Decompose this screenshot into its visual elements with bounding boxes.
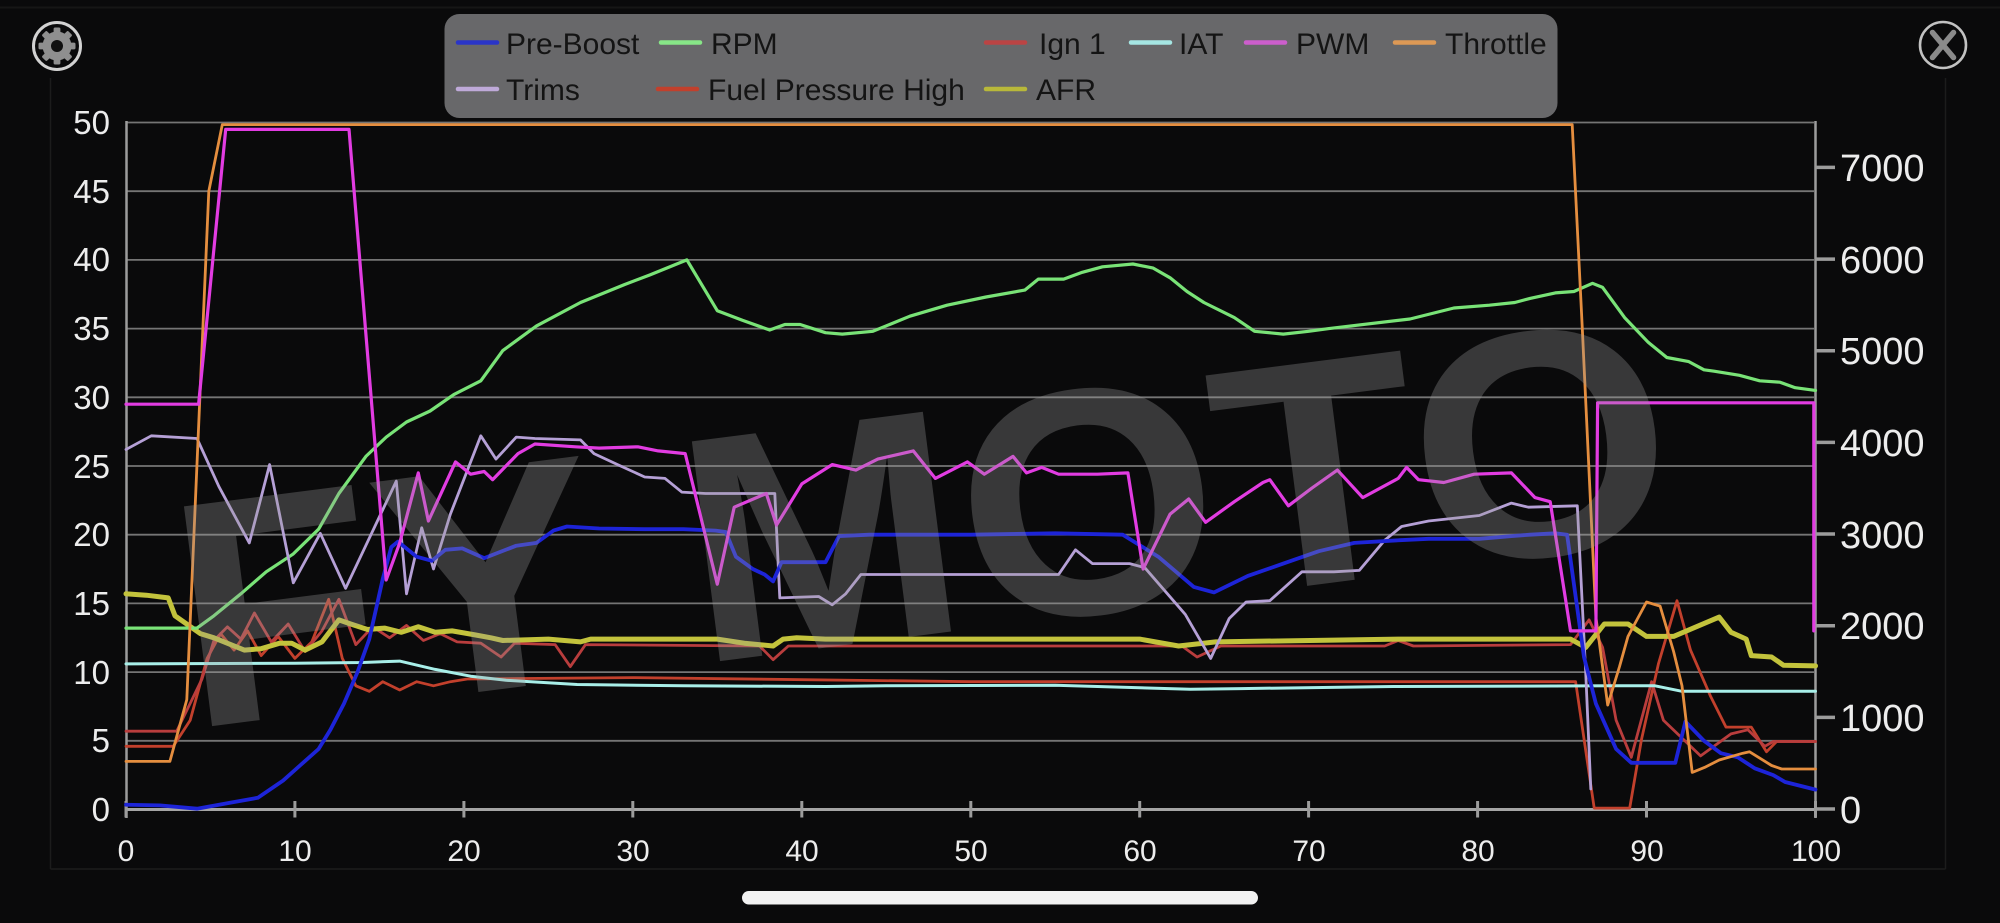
svg-text:80: 80: [1461, 835, 1494, 868]
svg-text:0: 0: [118, 835, 135, 868]
svg-text:4000: 4000: [1840, 423, 1925, 465]
svg-text:35: 35: [73, 310, 110, 347]
svg-text:30: 30: [616, 835, 649, 868]
svg-text:IAT: IAT: [1179, 28, 1223, 61]
svg-text:6000: 6000: [1840, 240, 1925, 282]
svg-text:50: 50: [954, 835, 987, 868]
svg-text:7000: 7000: [1840, 148, 1925, 190]
svg-text:15: 15: [73, 585, 110, 622]
svg-text:70: 70: [1292, 835, 1325, 868]
svg-text:45: 45: [73, 173, 110, 210]
svg-text:Throttle: Throttle: [1445, 28, 1547, 61]
svg-text:PWM: PWM: [1296, 28, 1369, 61]
svg-text:Ign 1: Ign 1: [1039, 28, 1106, 61]
svg-text:RPM: RPM: [711, 28, 778, 61]
svg-text:40: 40: [785, 835, 818, 868]
svg-text:10: 10: [73, 654, 110, 691]
svg-text:5: 5: [92, 722, 110, 759]
svg-text:Fuel Pressure High: Fuel Pressure High: [708, 74, 965, 107]
svg-text:3000: 3000: [1840, 515, 1925, 557]
svg-text:10: 10: [278, 835, 311, 868]
svg-text:90: 90: [1630, 835, 1663, 868]
svg-text:20: 20: [447, 835, 480, 868]
svg-text:5000: 5000: [1840, 331, 1925, 373]
svg-text:2000: 2000: [1840, 606, 1925, 648]
svg-text:100: 100: [1791, 835, 1841, 868]
svg-text:1000: 1000: [1840, 698, 1925, 740]
svg-text:30: 30: [73, 379, 110, 416]
svg-text:Pre-Boost: Pre-Boost: [506, 28, 640, 61]
svg-text:50: 50: [73, 104, 110, 141]
svg-text:AFR: AFR: [1036, 74, 1096, 107]
svg-text:0: 0: [92, 791, 110, 828]
svg-text:20: 20: [73, 516, 110, 553]
svg-text:40: 40: [73, 241, 110, 278]
svg-text:25: 25: [73, 448, 110, 485]
svg-text:60: 60: [1123, 835, 1156, 868]
svg-text:0: 0: [1840, 790, 1861, 832]
svg-text:Trims: Trims: [506, 74, 580, 107]
